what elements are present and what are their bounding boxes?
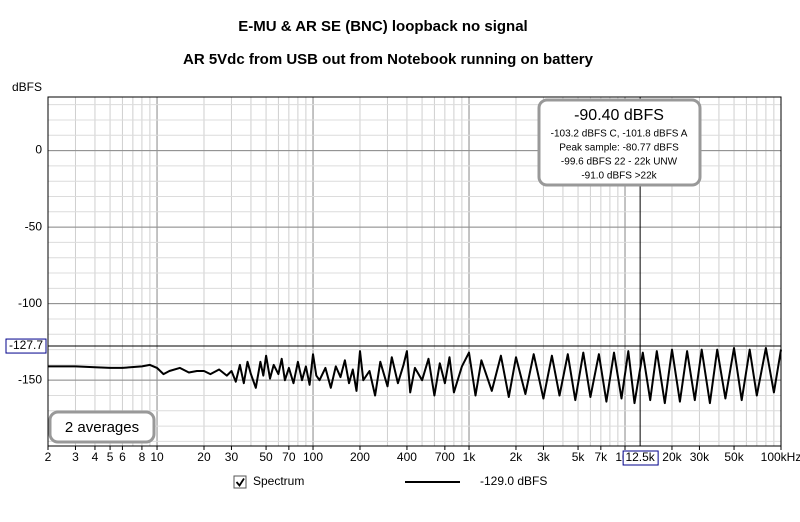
x-tick-label: 20k — [662, 450, 682, 464]
x-tick-label: 5 — [107, 450, 114, 464]
grid — [47, 97, 782, 450]
x-tick-label: 5k — [572, 450, 586, 464]
y-tick-label: -50 — [25, 219, 43, 233]
cursor-y-box — [5, 338, 47, 354]
y-tick-label: 0 — [35, 143, 42, 157]
averages-label: 2 averages — [65, 419, 139, 436]
x-tick-label: 30 — [225, 450, 239, 464]
annotation-box — [537, 98, 702, 187]
x-tick-label: 700 — [435, 450, 455, 464]
legend-value: -129.0 dBFS — [480, 474, 547, 488]
cursor-x-label: 12.5k — [625, 450, 655, 464]
x-tick-label: 7k — [595, 450, 609, 464]
x-tick-label: 8 — [139, 450, 146, 464]
chart-subtitle: AR 5Vdc from USB out from Notebook runni… — [183, 51, 594, 68]
overlay: 0 -50 -100 -150 2 3 4 5 6 8 10 20 30 50 70 100 200 400 700… — [5, 97, 800, 466]
y-tick-label: -150 — [18, 372, 42, 386]
x-tick-label: 6 — [119, 450, 126, 464]
annotation-main: -90.40 dBFS — [574, 107, 664, 124]
x-tick-label: 70 — [282, 450, 296, 464]
legend-label: Spectrum — [253, 474, 304, 488]
x-tick-label: 400 — [397, 450, 417, 464]
annotation-line: Peak sample: -80.77 dBFS — [559, 143, 679, 154]
x-tick-label: 50k — [724, 450, 744, 464]
x-tick-label: 1k — [463, 450, 477, 464]
checkmark — [235, 478, 245, 488]
plot-frame — [47, 96, 782, 447]
cursor-x-box — [622, 450, 659, 466]
plot — [48, 347, 782, 405]
x-tick-label: 200 — [350, 450, 370, 464]
x-tick-label: 2k — [510, 450, 524, 464]
annotation-line: -99.6 dBFS 22 - 22k UNW — [561, 157, 678, 168]
annotation-line: -91.0 dBFS >22k — [581, 171, 657, 182]
x-tick-label: 30k — [690, 450, 710, 464]
averages-box — [48, 410, 156, 444]
x-tick-label: 100 — [303, 450, 323, 464]
spectrum-line — [48, 347, 782, 405]
x-tick-label: 50 — [259, 450, 273, 464]
x-tick-label: 3k — [537, 450, 551, 464]
y-axis-label: dBFS — [12, 80, 42, 94]
x-tick-label: 10 — [150, 450, 164, 464]
chart-title: E-MU & AR SE (BNC) loopback no signal — [238, 18, 527, 35]
x-tick-label: 100kHz — [761, 450, 800, 464]
y-tick-label: -100 — [18, 296, 42, 310]
annotation-line: -103.2 dBFS C, -101.8 dBFS A — [551, 129, 688, 140]
x-tick-label: 20 — [197, 450, 211, 464]
x-tick-label: 4 — [92, 450, 99, 464]
cursor-y-label: -127.7 — [9, 338, 43, 352]
x-tick-label: 3 — [72, 450, 79, 464]
x-tick-label: 2 — [45, 450, 52, 464]
